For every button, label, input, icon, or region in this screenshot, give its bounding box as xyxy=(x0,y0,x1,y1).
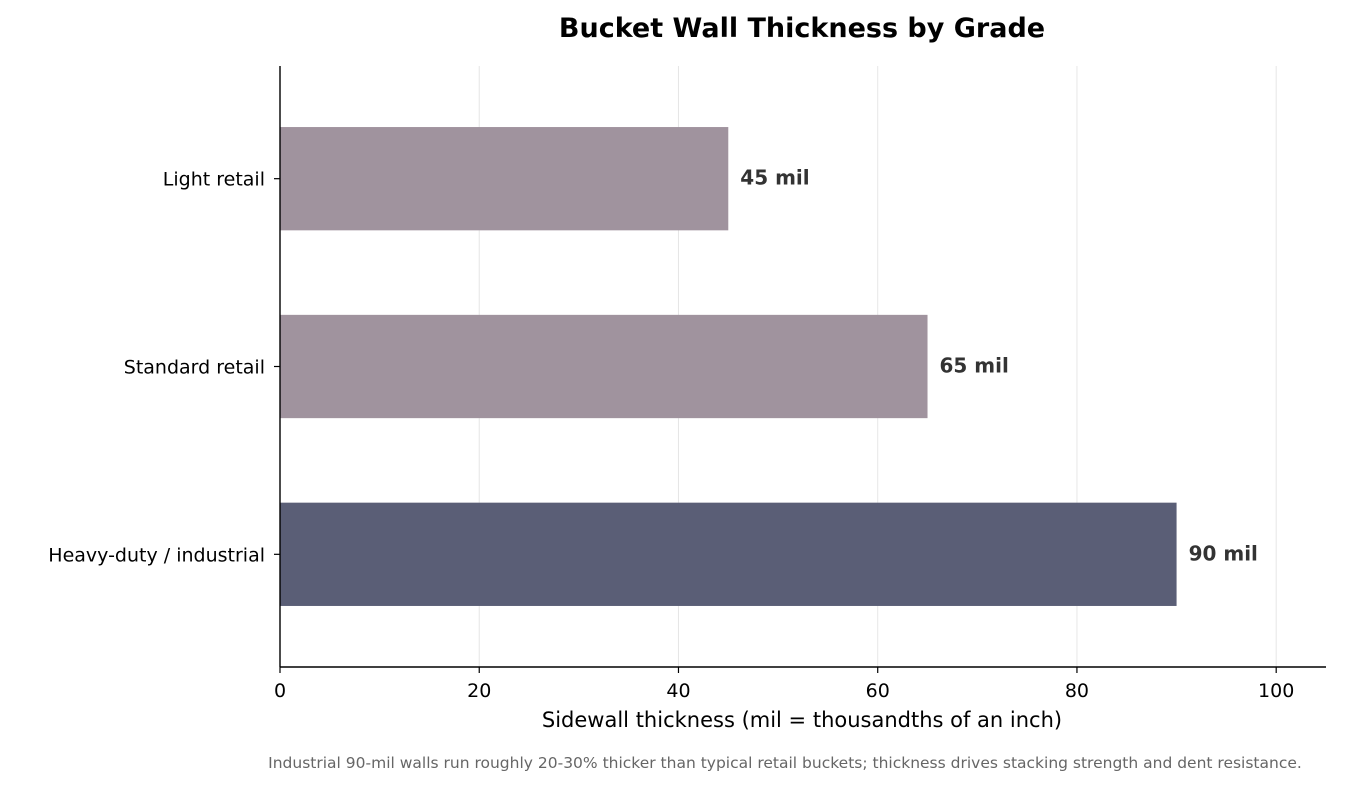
category-label-1: Light retail xyxy=(163,169,265,191)
x-tick-label-100: 100 xyxy=(1258,680,1294,702)
chart-caption: Industrial 90-mil walls run roughly 20-3… xyxy=(268,754,1302,772)
labels: Light retail 45 mil Standard retail 65 mil H… xyxy=(48,166,1258,567)
data-label-1: 45 mil xyxy=(740,166,809,190)
x-axis-label: Sidewall thickness (mil = thousandths of… xyxy=(542,708,1062,732)
bar-1 xyxy=(280,127,729,231)
chart-title: Bucket Wall Thickness by Grade xyxy=(559,13,1045,44)
category-label-2: Standard retail xyxy=(124,357,265,379)
ticks: 0 20 40 60 80 100 xyxy=(274,178,1294,702)
x-tick-label-20: 20 xyxy=(467,680,491,702)
x-tick-label-60: 60 xyxy=(866,680,890,702)
bars xyxy=(280,127,1177,606)
bar-2 xyxy=(280,314,928,419)
data-label-2: 65 mil xyxy=(940,354,1009,378)
x-tick-label-0: 0 xyxy=(274,680,286,702)
bar-3 xyxy=(280,502,1177,606)
x-tick-label-80: 80 xyxy=(1065,680,1089,702)
x-tick-label-40: 40 xyxy=(666,680,690,702)
category-label-3: Heavy-duty / industrial xyxy=(48,544,265,566)
data-label-3: 90 mil xyxy=(1189,541,1258,565)
